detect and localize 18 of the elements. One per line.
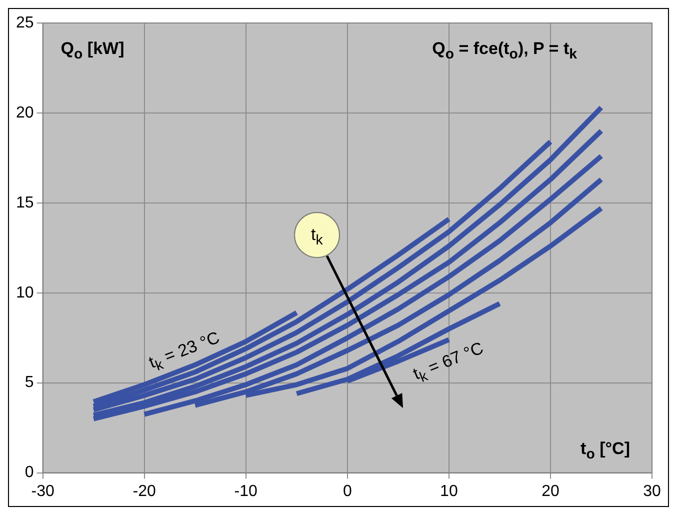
annotation: t$_{k}$ = 67 °C	[410, 338, 487, 388]
y-tick-label: 10	[16, 284, 34, 302]
y-tick-label: 5	[24, 374, 34, 392]
x-tick-label: -20	[132, 482, 156, 500]
x-tick-label: -10	[234, 482, 258, 500]
y-tick-label: 0	[24, 464, 34, 482]
x-axis-title: t$_{o}$ [°C]	[580, 438, 630, 462]
x-tick-label: 10	[440, 482, 458, 500]
y-tick-label: 15	[16, 194, 34, 212]
y-tick-label: 20	[16, 104, 34, 122]
y-axis-title: Q$_{o}$ [kW]	[60, 39, 124, 62]
annotation: t$_{k}$ = 23 °C	[146, 328, 224, 376]
x-tick-label: -30	[31, 482, 54, 500]
x-tick-label: 30	[643, 482, 661, 500]
y-tick-label: 25	[16, 14, 34, 32]
x-tick-label: 20	[542, 482, 560, 500]
x-tick-label: 0	[342, 482, 352, 500]
text: Q$_{o}$ = fce(t$_{o}$), P = t$_{k}$	[432, 39, 577, 62]
